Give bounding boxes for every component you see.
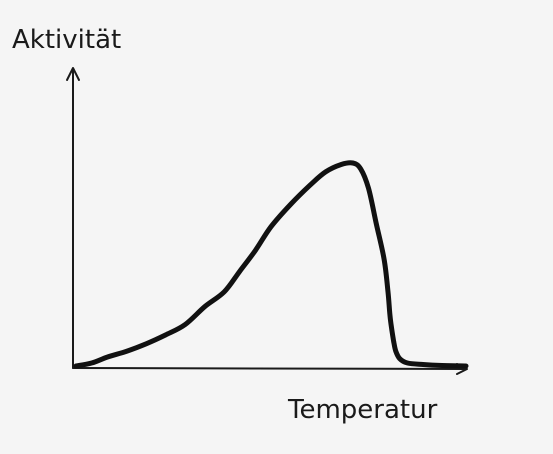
activity-curve [73,160,469,369]
y-axis-label: Aktivität [12,25,121,55]
x-axis [72,367,467,370]
x-axis-label: Temperatur [287,395,438,425]
y-axis-arrowhead [66,67,80,81]
